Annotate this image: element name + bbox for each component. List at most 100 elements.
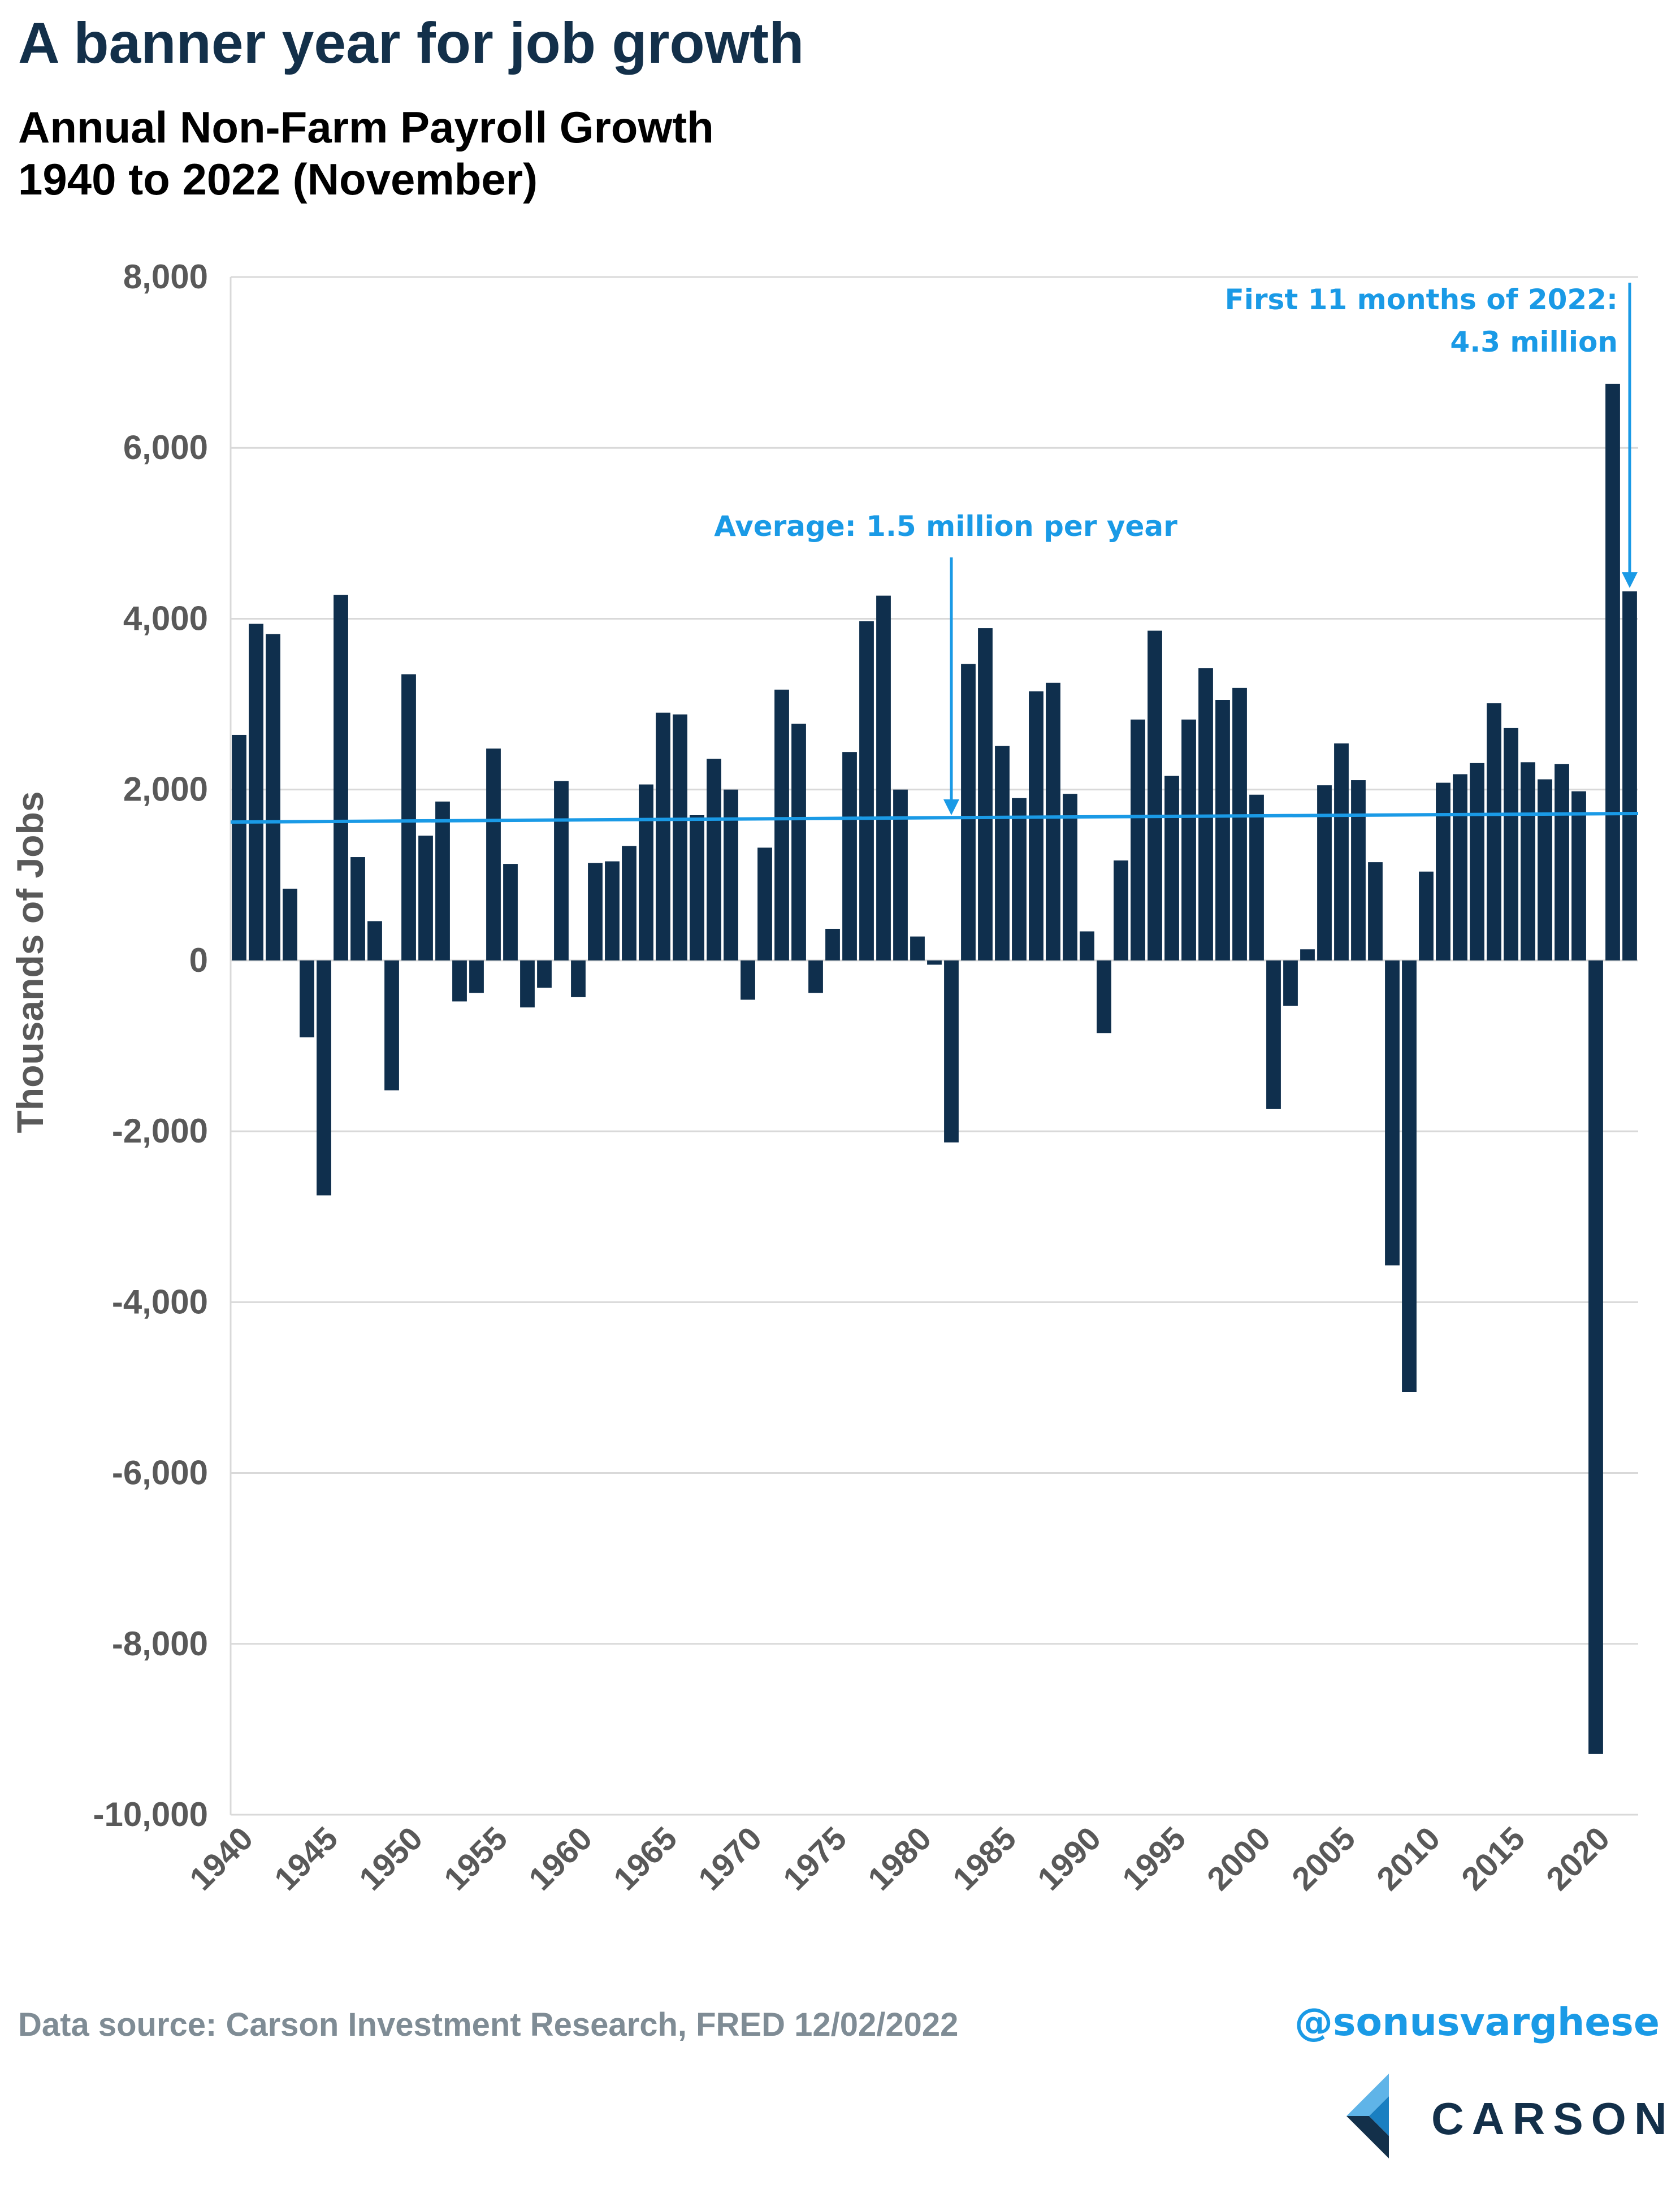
x-axis-ticks: 1940 1945 1950 1955 1960 1965 1970 1975 1980 1985…: [183, 1820, 1617, 1897]
bar-2018: [1555, 764, 1569, 960]
bar-2019: [1571, 791, 1586, 960]
bar-2016: [1521, 762, 1535, 960]
bar-1960: [571, 960, 586, 997]
carson-logo-text: CARSON: [1431, 2093, 1675, 2144]
x-tick-label: 1955: [437, 1820, 514, 1897]
bar-2001: [1266, 960, 1281, 1109]
bar-1958: [537, 960, 552, 988]
bar-1998: [1215, 700, 1230, 960]
average-annotation: Average: 1.5 million per year: [714, 510, 1177, 543]
bar-2009: [1402, 960, 1417, 1392]
y-tick-label: -8,000: [112, 1625, 208, 1663]
x-tick-label: 1945: [267, 1820, 345, 1897]
y-axis-ticks: 8,000 6,000 4,000 2,000 0 -2,000 -4,000 -6,000 -…: [93, 258, 209, 1833]
bar-1952: [435, 801, 450, 960]
y-tick-label: -4,000: [112, 1283, 208, 1321]
bar-1974: [808, 960, 823, 993]
bar-1999: [1232, 687, 1247, 960]
bar-1989: [1063, 794, 1077, 960]
bar-2021: [1605, 383, 1620, 960]
bar-1954: [469, 960, 484, 993]
bar-1982: [944, 960, 959, 1143]
x-tick-label: 2005: [1285, 1820, 1362, 1897]
x-tick-label: 1965: [607, 1820, 684, 1897]
bar-2007: [1368, 862, 1383, 960]
bar-1947: [350, 857, 365, 960]
bar-1959: [554, 781, 569, 960]
chart-subtitle-line1: Annual Non-Farm Payroll Growth: [18, 102, 714, 152]
bar-2005: [1334, 743, 1349, 960]
y-tick-label: -2,000: [112, 1112, 208, 1150]
bar-1943: [283, 888, 297, 960]
bar-1993: [1131, 719, 1145, 960]
bar-1992: [1114, 860, 1128, 960]
y-tick-label: 4,000: [123, 599, 208, 637]
bar-1983: [961, 664, 976, 960]
chart-subtitle-line2: 1940 to 2022 (November): [18, 154, 538, 204]
bar-1940: [232, 734, 246, 960]
bar-2004: [1317, 785, 1332, 960]
data-source-note: Data source: Carson Investment Research,…: [18, 2006, 959, 2043]
bar-1963: [622, 846, 637, 960]
chart-title: A banner year for job growth: [18, 11, 804, 75]
x-tick-label: 2015: [1454, 1820, 1532, 1897]
bar-1990: [1080, 931, 1094, 960]
bar-1994: [1148, 630, 1162, 960]
first-11-months-arrowhead: [1622, 572, 1638, 589]
bar-1965: [656, 712, 670, 960]
bar-2017: [1538, 779, 1552, 960]
bar-2011: [1436, 782, 1450, 960]
x-tick-label: 2000: [1200, 1820, 1278, 1897]
bar-1973: [791, 724, 806, 960]
bar-1949: [384, 960, 399, 1091]
bar-2002: [1283, 960, 1298, 1006]
bar-1945: [317, 960, 331, 1196]
y-tick-label: -6,000: [112, 1454, 208, 1492]
bar-1968: [707, 759, 721, 960]
y-tick-label: 6,000: [123, 429, 208, 466]
average-arrowhead: [943, 799, 959, 816]
bar-1946: [334, 595, 348, 960]
bar-1996: [1181, 719, 1196, 960]
bars: [232, 383, 1637, 1754]
x-tick-label: 1975: [776, 1820, 854, 1897]
bar-1986: [1012, 798, 1027, 960]
bar-1966: [673, 714, 687, 960]
twitter-handle: @sonusvarghese: [1294, 2000, 1660, 2045]
bar-1951: [418, 836, 433, 960]
first-11-months-annotation-line1: First 11 months of 2022:: [1225, 283, 1618, 316]
bar-1962: [605, 861, 620, 960]
bar-2000: [1249, 794, 1264, 960]
bar-2003: [1300, 949, 1315, 960]
bar-1967: [690, 815, 704, 960]
gridlines: [230, 276, 1638, 1816]
y-tick-label: 2,000: [123, 771, 208, 808]
bar-1984: [978, 628, 993, 960]
bar-1976: [842, 752, 857, 960]
bar-1975: [825, 928, 840, 960]
x-tick-label: 1985: [946, 1820, 1023, 1897]
bar-2015: [1504, 728, 1518, 960]
bar-1948: [367, 921, 382, 960]
bar-1981: [927, 960, 942, 965]
bar-1964: [639, 784, 653, 960]
bar-1941: [249, 624, 263, 960]
x-tick-label: 1990: [1030, 1820, 1108, 1897]
bar-1991: [1097, 960, 1111, 1033]
bar-2012: [1453, 774, 1467, 960]
y-tick-label: -10,000: [93, 1795, 209, 1833]
bar-1953: [452, 960, 467, 1002]
bar-1956: [503, 864, 518, 960]
bar-1987: [1029, 691, 1043, 960]
bar-1970: [741, 960, 755, 1000]
y-tick-label: 8,000: [123, 258, 208, 296]
bar-1969: [724, 789, 738, 960]
bar-1972: [774, 689, 789, 960]
y-tick-label: 0: [189, 941, 208, 979]
bar-1995: [1164, 776, 1179, 960]
x-tick-label: 1950: [352, 1820, 430, 1897]
bar-chart: 8,000 6,000 4,000 2,000 0 -2,000 -4,000 -6,000 -…: [9, 258, 1639, 1897]
bar-1977: [859, 621, 874, 960]
carson-logo: CARSON: [1341, 2074, 1667, 2158]
bar-2014: [1487, 703, 1501, 960]
